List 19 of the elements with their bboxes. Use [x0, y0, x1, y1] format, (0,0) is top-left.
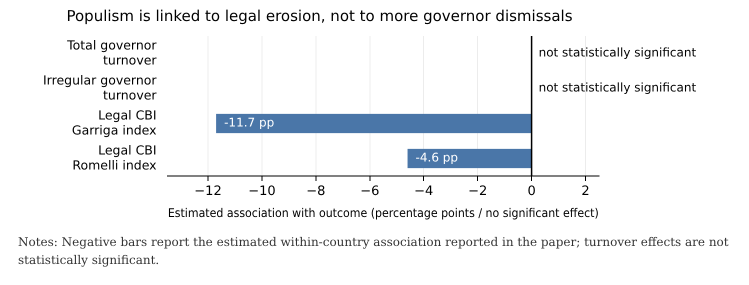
y-tick-label: Total governor turnover — [66, 37, 158, 68]
x-tick-label: 0 — [527, 184, 536, 200]
data-label: -4.6 pp — [416, 150, 458, 165]
text: not statistically significant — [538, 80, 696, 95]
x-tick-label: −6 — [360, 184, 380, 200]
y-tick-label: Legal CBI Garriga index — [72, 107, 157, 138]
y-tick-label: Irregular governor turnover — [43, 72, 158, 102]
x-tick-label: −8 — [306, 184, 326, 200]
chart-title: Populism is linked to legal erosion, not to more governor dismissals — [66, 6, 573, 25]
x-tick-label: 2 — [581, 184, 590, 200]
x-tick-label: −2 — [468, 184, 488, 200]
data-label: -11.7 pp — [224, 116, 274, 130]
x-axis-title: Estimated association with outcome (percentage points / no significant effect) — [168, 205, 599, 220]
x-tick-label: −4 — [414, 184, 434, 200]
x-tick-label: −12 — [194, 184, 222, 200]
x-tick-label: −10 — [248, 184, 276, 200]
text: not statistically significant — [538, 46, 696, 60]
text: Notes: Negative bars report the estimated within-country association reported in the paper; turnover effects are not statistically significant. — [17, 234, 730, 269]
y-tick-label: Legal CBI Romelli index — [72, 142, 157, 172]
